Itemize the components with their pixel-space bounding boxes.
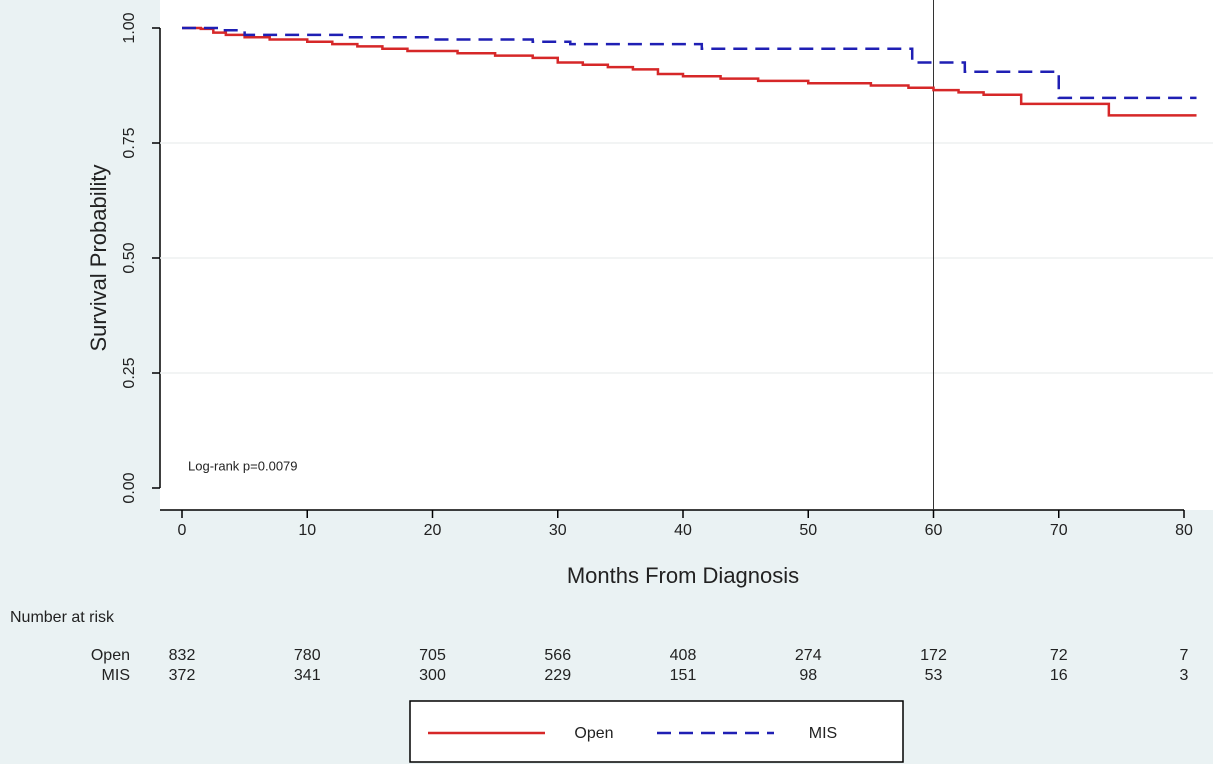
y-tick-label: 0.50 bbox=[121, 242, 138, 273]
risk-count: 341 bbox=[294, 667, 321, 684]
risk-count: 172 bbox=[920, 647, 947, 664]
risk-count: 53 bbox=[925, 667, 943, 684]
y-tick-label: 0.00 bbox=[121, 472, 138, 503]
risk-count: 300 bbox=[419, 667, 446, 684]
y-tick-label: 0.75 bbox=[121, 127, 138, 158]
x-tick-label: 60 bbox=[925, 522, 943, 539]
risk-count: 705 bbox=[419, 647, 446, 664]
legend-label: MIS bbox=[809, 725, 837, 742]
risk-count: 72 bbox=[1050, 647, 1068, 664]
risk-count: 780 bbox=[294, 647, 321, 664]
x-tick-label: 40 bbox=[674, 522, 692, 539]
x-tick-label: 80 bbox=[1175, 522, 1193, 539]
x-tick-label: 30 bbox=[549, 522, 567, 539]
risk-count: 372 bbox=[169, 667, 196, 684]
risk-row-label: MIS bbox=[102, 667, 130, 684]
risk-count: 7 bbox=[1180, 647, 1189, 664]
risk-count: 832 bbox=[169, 647, 196, 664]
risk-count: 408 bbox=[670, 647, 697, 664]
survival-curve bbox=[182, 26, 1197, 117]
legend bbox=[409, 700, 904, 763]
risk-count: 98 bbox=[799, 667, 817, 684]
y-tick-label: 1.00 bbox=[121, 12, 138, 43]
x-tick-label: 20 bbox=[424, 522, 442, 539]
risk-table-title: Number at risk bbox=[10, 609, 115, 626]
risk-count: 229 bbox=[544, 667, 571, 684]
risk-count: 566 bbox=[544, 647, 571, 664]
risk-count: 151 bbox=[670, 667, 697, 684]
x-tick-label: 0 bbox=[178, 522, 187, 539]
x-tick-label: 10 bbox=[298, 522, 316, 539]
x-axis-label: Months From Diagnosis bbox=[567, 563, 799, 588]
legend-label: Open bbox=[574, 725, 613, 742]
annotation: Log-rank p=0.0079 bbox=[188, 458, 298, 473]
risk-count: 274 bbox=[795, 647, 822, 664]
plot-area bbox=[160, 0, 1213, 510]
survival-curve bbox=[182, 26, 1197, 100]
risk-row-label: Open bbox=[91, 647, 130, 664]
y-axis-label: Survival Probability bbox=[86, 164, 111, 351]
y-tick-label: 0.25 bbox=[121, 357, 138, 388]
x-tick-label: 50 bbox=[799, 522, 817, 539]
risk-count: 3 bbox=[1180, 667, 1189, 684]
x-tick-label: 70 bbox=[1050, 522, 1068, 539]
risk-count: 16 bbox=[1050, 667, 1068, 684]
